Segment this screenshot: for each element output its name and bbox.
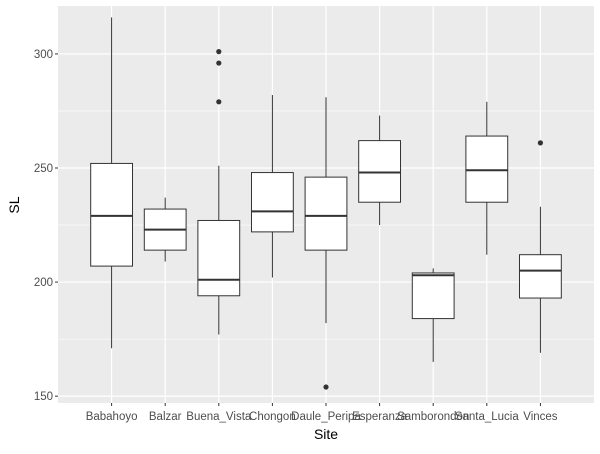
x-tick-label: Babahoyo <box>86 411 138 423</box>
box-esperanza <box>358 115 402 226</box>
x-tick-label: Chongon <box>249 411 296 423</box>
box-iqr <box>90 162 134 267</box>
box-babahoyo <box>90 17 134 349</box>
x-tick-label: Samborondon <box>397 411 469 423</box>
x-tick-label: Buena_Vista <box>186 411 252 423</box>
x-axis-title: Site <box>314 426 338 442</box>
box-iqr <box>197 219 241 297</box>
box-iqr <box>250 172 294 233</box>
box-series <box>90 17 562 390</box>
x-tick-label: Vinces <box>523 411 558 423</box>
box-iqr <box>304 176 348 251</box>
box-balzar <box>143 197 187 262</box>
box-iqr <box>358 140 402 203</box>
y-axis-title: SL <box>6 196 22 213</box>
box-iqr <box>465 135 509 203</box>
x-tick-label: Balzar <box>149 411 182 423</box>
outlier-point <box>216 60 222 66</box>
outlier-point <box>216 99 222 105</box>
x-axis-ticks: Babahoyo Balzar Buena_VistaChongonDaule_Pe… <box>86 403 558 423</box>
outlier-point <box>537 140 544 146</box>
outlier-point <box>216 49 222 55</box>
box-iqr <box>518 254 562 299</box>
box-vinces <box>518 140 562 353</box>
y-tick-label: 150 <box>34 391 53 403</box>
box-samborondon <box>411 268 455 362</box>
box-iqr <box>411 272 455 320</box>
outlier-point <box>323 384 329 390</box>
box-daule-peripa <box>304 97 348 390</box>
box-buena-vista <box>197 49 241 335</box>
x-tick-label: Daule_Peripa <box>291 411 361 423</box>
y-tick-label: 250 <box>34 163 53 175</box>
box-santa-lucia <box>465 101 509 255</box>
y-tick-label: 300 <box>34 49 53 61</box>
y-tick-label: 200 <box>34 277 53 289</box>
x-tick-label: Esperanza <box>352 411 408 423</box>
y-axis-ticks: 150 200 250 300 <box>34 49 58 403</box>
x-tick-label: Santa_Lucia <box>455 411 520 423</box>
box-chongon <box>250 94 294 278</box>
